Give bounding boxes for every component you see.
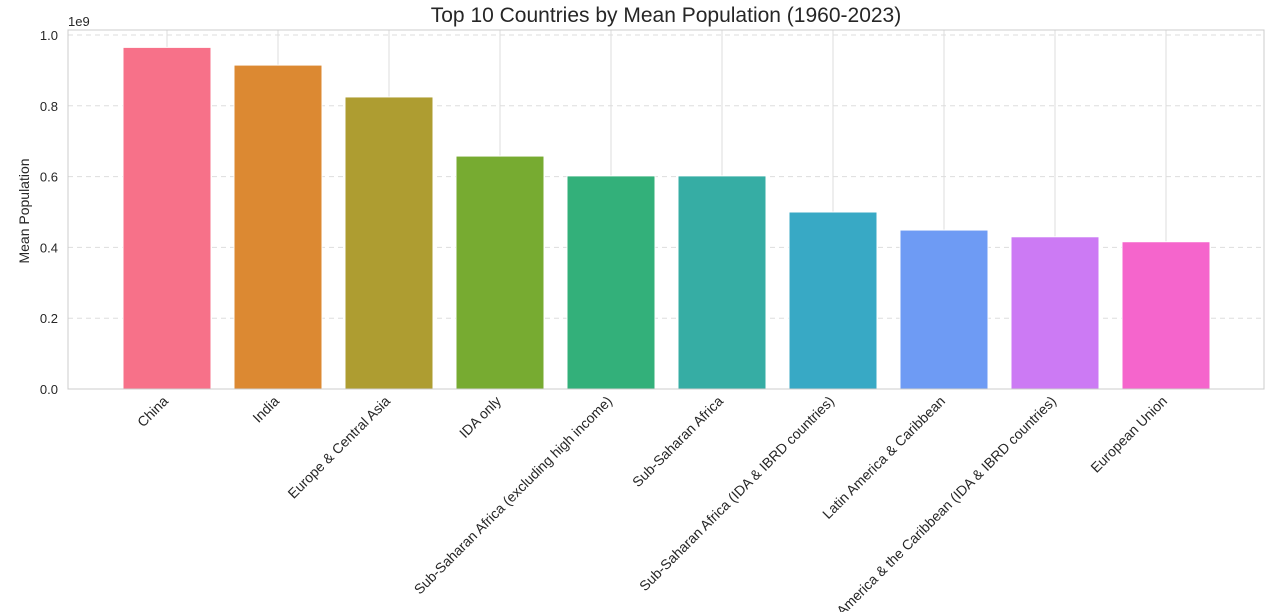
plot-frame [67, 29, 1265, 390]
bar-2 [233, 64, 323, 390]
bars [122, 46, 1211, 390]
bar-10 [1121, 241, 1211, 390]
y-tick-label: 0.8 [40, 99, 58, 114]
bar-6 [677, 175, 767, 390]
y-axis-label: Mean Population [16, 158, 32, 263]
bar-8 [899, 229, 989, 390]
bar-7 [788, 211, 878, 390]
y-tick-label: 0.0 [40, 382, 58, 397]
y-tick-label: 0.2 [40, 311, 58, 326]
bar-1 [122, 46, 212, 390]
bar-4 [455, 155, 545, 390]
y-axis-offset-label: 1e9 [68, 14, 90, 29]
chart-title: Top 10 Countries by Mean Population (196… [431, 4, 901, 27]
bar-9 [1010, 236, 1100, 390]
bar-5 [566, 175, 656, 390]
y-tick-label: 1.0 [40, 28, 58, 43]
bar-3 [344, 96, 434, 390]
y-tick-label: 0.6 [40, 170, 58, 185]
y-tick-label: 0.4 [40, 240, 58, 255]
